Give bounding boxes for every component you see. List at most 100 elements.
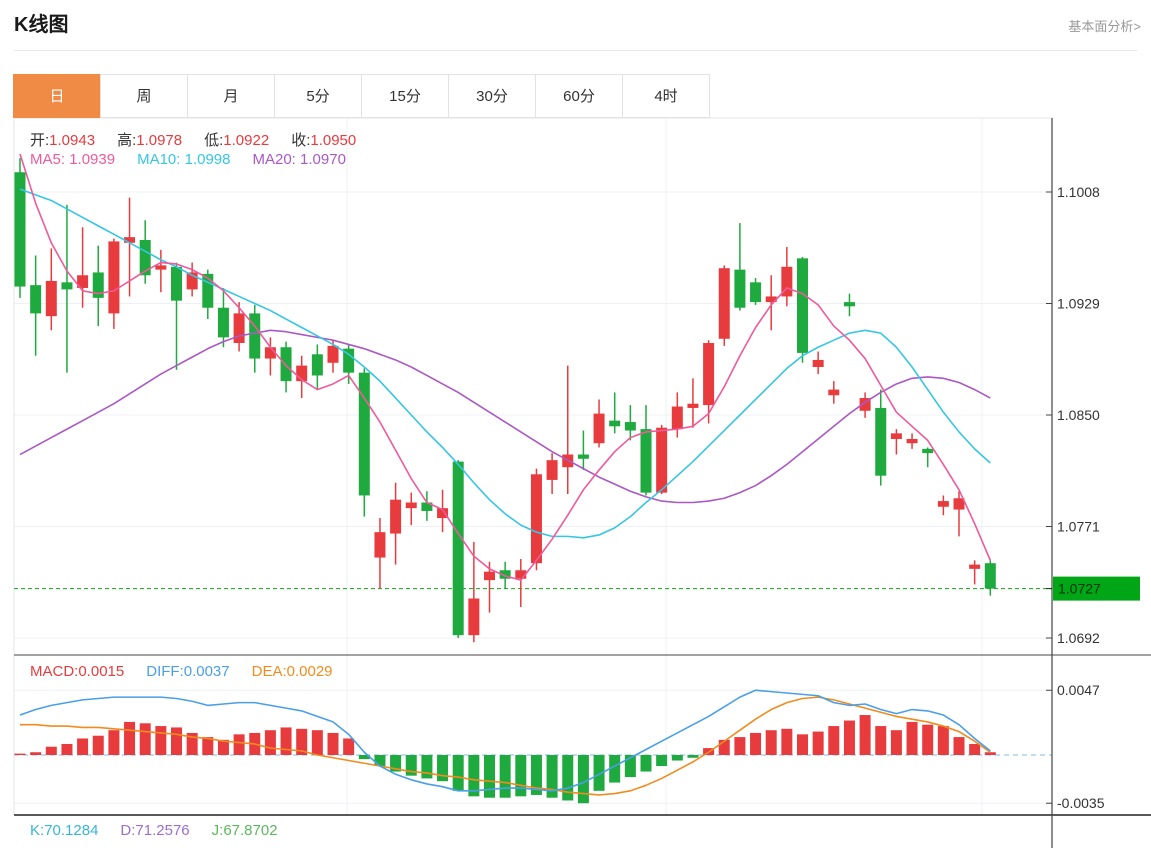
tab-month[interactable]: 月 <box>187 74 275 118</box>
macd-bar <box>922 724 934 755</box>
macd-bar <box>859 715 871 755</box>
tab-30min[interactable]: 30分 <box>448 74 536 118</box>
macd-bar <box>374 755 386 767</box>
candle-body <box>374 532 386 558</box>
j-value: 67.8702 <box>223 822 278 839</box>
close-value: 1.0950 <box>310 132 357 149</box>
candle-body <box>421 502 433 511</box>
y-axis-label: 1.0850 <box>1057 407 1100 423</box>
macd-bar <box>797 734 808 755</box>
tab-4hour[interactable]: 4时 <box>622 74 710 118</box>
macd-bar <box>155 726 167 755</box>
macd-bar <box>124 721 136 755</box>
candle-body <box>765 296 777 303</box>
macd-bar <box>61 743 73 755</box>
candle-body <box>30 285 42 314</box>
macd-bar <box>656 755 668 767</box>
open-label: 开: <box>30 132 50 149</box>
ma20-value: 1.0970 <box>300 151 346 168</box>
macd-bar <box>734 737 746 755</box>
series-line <box>19 689 991 792</box>
macd-bar <box>327 732 339 755</box>
tab-5min[interactable]: 5分 <box>274 74 362 118</box>
macd-bar <box>718 739 730 755</box>
candle-body <box>515 570 527 579</box>
macd-bar <box>92 735 104 755</box>
tab-60min[interactable]: 60分 <box>535 74 623 118</box>
candle-body <box>609 420 621 427</box>
tab-day[interactable]: 日 <box>13 74 101 118</box>
current-price-badge-label: 1.0727 <box>1058 581 1101 597</box>
candle-body <box>264 347 276 359</box>
macd-bar <box>311 730 323 755</box>
kdj-legend: K:70.1284 D:71.2576 J:67.8702 <box>30 822 278 839</box>
macd-bar <box>953 737 965 755</box>
macd-bar <box>202 737 214 755</box>
macd-bar <box>875 726 887 755</box>
macd-bar <box>562 755 574 801</box>
candle-body <box>640 429 652 493</box>
macd-bar <box>343 738 355 755</box>
candle-body <box>390 499 402 534</box>
macd-bar <box>390 755 402 772</box>
candle-body <box>577 454 589 459</box>
title-divider <box>14 50 1137 51</box>
candle-body <box>77 275 89 288</box>
candle-body <box>61 282 73 290</box>
candle-body <box>593 413 605 444</box>
ma20-label: MA20: <box>252 151 296 168</box>
candle-body <box>124 237 136 243</box>
macd-bar <box>984 752 996 755</box>
candle-body <box>843 302 855 307</box>
candle-body <box>828 389 840 396</box>
macd-bar <box>139 723 151 755</box>
open-value: 1.0943 <box>49 132 96 149</box>
macd-bar <box>499 755 511 798</box>
macd-bar <box>45 746 57 755</box>
y-axis-label: -0.0035 <box>1057 795 1105 811</box>
candle-body <box>499 570 511 579</box>
macd-bar <box>171 727 182 755</box>
candle-body <box>484 571 495 581</box>
candle-body <box>703 343 715 406</box>
macd-bar <box>890 730 902 755</box>
candle-body <box>781 266 793 297</box>
macd-bar <box>843 720 855 755</box>
series-line <box>19 329 991 504</box>
candle-body <box>296 365 308 382</box>
y-axis-label: 1.1008 <box>1057 184 1100 200</box>
macd-bar <box>640 755 652 772</box>
macd-label: MACD: <box>30 663 79 680</box>
macd-bar <box>421 755 433 779</box>
tab-week[interactable]: 周 <box>100 74 188 118</box>
macd-bar <box>750 732 762 755</box>
macd-bar <box>484 755 495 798</box>
macd-bar <box>593 755 605 791</box>
interval-tabbar: 日 周 月 5分 15分 30分 60分 4时 <box>13 74 710 118</box>
candle-body <box>186 272 198 290</box>
macd-bar <box>186 732 198 755</box>
candle-body <box>671 406 683 430</box>
macd-bar <box>906 721 918 755</box>
diff-label: DIFF: <box>146 663 184 680</box>
candle-body <box>624 422 636 431</box>
ma5-label: MA5: <box>30 151 66 168</box>
macd-bar <box>546 755 558 798</box>
candle-body <box>859 398 871 411</box>
tab-15min[interactable]: 15分 <box>361 74 449 118</box>
series-line <box>20 696 991 796</box>
macd-bar <box>14 753 26 755</box>
ma10-label: MA10: <box>137 151 181 168</box>
candle-body <box>452 461 464 636</box>
candle-body <box>311 354 323 376</box>
candle-body <box>155 265 167 270</box>
candle-body <box>108 241 120 314</box>
macd-bar <box>812 731 824 755</box>
candle-body <box>358 372 370 496</box>
macd-bar <box>577 755 589 804</box>
macd-bar <box>358 755 370 760</box>
k-value: 70.1284 <box>44 822 99 839</box>
fundamental-analysis-link[interactable]: 基本面分析> <box>1068 19 1141 34</box>
